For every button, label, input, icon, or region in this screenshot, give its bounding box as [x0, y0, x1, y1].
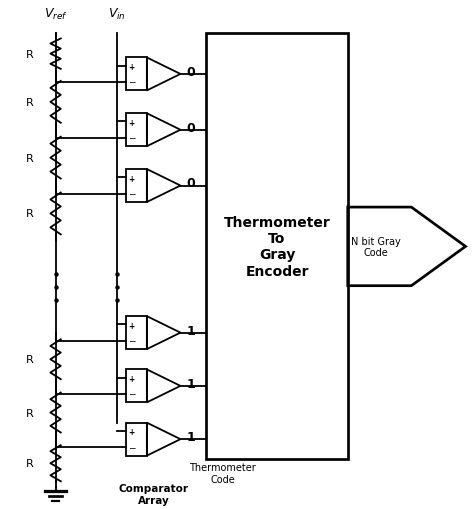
Text: +: + — [128, 321, 135, 330]
Text: Comparator
Array: Comparator Array — [118, 484, 188, 505]
Text: +: + — [128, 375, 135, 383]
Text: −: − — [128, 389, 135, 398]
Bar — [126, 370, 147, 403]
Bar — [126, 317, 147, 349]
Text: N bit Gray
Code: N bit Gray Code — [352, 236, 401, 258]
Text: R: R — [26, 49, 34, 60]
Text: 1: 1 — [186, 430, 195, 443]
Text: R: R — [26, 209, 34, 219]
Text: +: + — [128, 428, 135, 437]
Text: 0: 0 — [186, 122, 195, 134]
Bar — [126, 114, 147, 147]
Bar — [126, 59, 147, 91]
Text: R: R — [26, 153, 34, 163]
Text: $V_{ref}$: $V_{ref}$ — [44, 7, 67, 22]
Text: 0: 0 — [186, 177, 195, 190]
Text: −: − — [128, 336, 135, 345]
Text: 1: 1 — [186, 324, 195, 337]
Text: Thermometer
To
Gray
Encoder: Thermometer To Gray Encoder — [224, 216, 330, 278]
Text: R: R — [26, 408, 34, 418]
Text: −: − — [128, 442, 135, 451]
Bar — [206, 34, 348, 460]
Text: R: R — [26, 458, 34, 468]
Text: −: − — [128, 133, 135, 142]
Text: Thermometer
Code: Thermometer Code — [190, 462, 256, 484]
Text: R: R — [26, 98, 34, 107]
Text: 1: 1 — [186, 377, 195, 390]
Text: +: + — [128, 119, 135, 128]
Bar — [126, 423, 147, 456]
Bar — [126, 169, 147, 203]
Text: −: − — [128, 189, 135, 198]
Text: R: R — [26, 355, 34, 364]
Text: +: + — [128, 63, 135, 72]
Text: 0: 0 — [186, 66, 195, 79]
Text: +: + — [128, 175, 135, 183]
Text: −: − — [128, 77, 135, 87]
Text: $V_{in}$: $V_{in}$ — [108, 7, 126, 22]
